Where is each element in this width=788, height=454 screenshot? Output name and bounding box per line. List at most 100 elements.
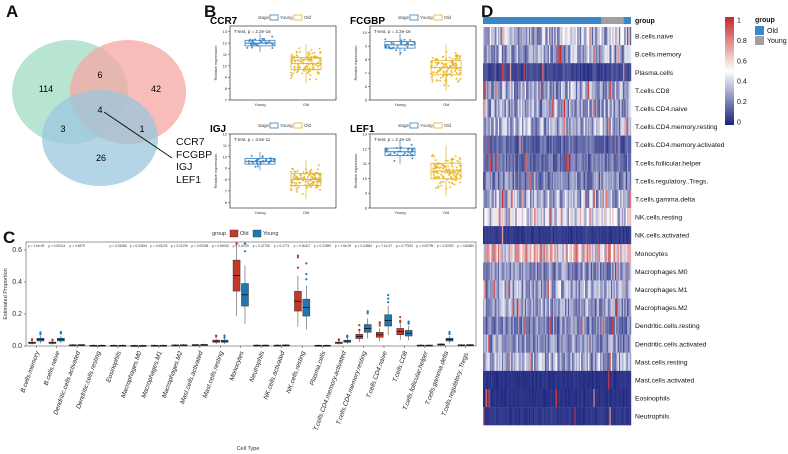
heatmap-cell [509, 407, 512, 426]
heatmap-cell [589, 45, 591, 64]
heatmap-cell [539, 334, 542, 353]
heatmap-cell [520, 208, 523, 227]
heatmap-cell [618, 407, 621, 426]
heatmap-cell [608, 135, 610, 154]
heatmap-cell [550, 244, 552, 263]
heatmap-cell [600, 389, 602, 408]
heatmap-cell [605, 352, 607, 371]
heatmap-cell [613, 244, 616, 263]
heatmap-cell [522, 370, 524, 390]
heatmap-cell [561, 208, 563, 227]
heatmap-cell [523, 99, 525, 118]
heatmap-cell [589, 27, 591, 46]
heatmap-cell [563, 407, 566, 426]
heatmap-cell [597, 244, 599, 263]
heatmap-cell [484, 27, 486, 46]
heatmap-cell [573, 117, 575, 136]
heatmap-cell [591, 280, 594, 299]
heatmap-cell [546, 316, 548, 335]
heatmap-cell [501, 244, 504, 263]
heatmap-cell [618, 117, 621, 136]
heatmap-cell [581, 352, 583, 371]
heatmap-cell [530, 208, 532, 227]
heatmap-cell [608, 208, 610, 227]
heatmap-cell [605, 316, 607, 335]
heatmap-cell [581, 298, 583, 317]
heatmap-cell [491, 63, 493, 82]
heatmap-cell [578, 407, 581, 426]
heatmap-cell [606, 135, 609, 154]
row-label: T.cells.gamma.delta [635, 196, 695, 203]
heatmap-cell [532, 298, 535, 317]
heatmap-cell [558, 370, 560, 390]
heatmap-cell [577, 244, 579, 263]
heatmap-cell [504, 81, 507, 100]
heatmap-cell [573, 153, 575, 172]
sample-point [438, 167, 441, 170]
heatmap-cell [567, 244, 570, 263]
heatmap-cell [616, 389, 618, 408]
heatmap-cell [597, 99, 599, 118]
heatmap-cell [602, 407, 605, 426]
sample-point [450, 158, 453, 161]
heatmap-cell [487, 171, 489, 190]
heatmap-cell [581, 81, 583, 100]
heatmap-cell [513, 81, 516, 100]
heatmap-cell [520, 171, 523, 190]
heatmap-cell [493, 27, 496, 46]
heatmap-cell [606, 117, 609, 136]
group-label: group [635, 18, 655, 25]
heatmap-cell [606, 280, 609, 299]
sample-point [255, 161, 258, 164]
heatmap-cell [526, 226, 528, 245]
heatmap-cell [613, 407, 616, 426]
heatmap-cell [626, 99, 629, 118]
heatmap-cell [535, 81, 538, 100]
heatmap-cell [614, 298, 617, 317]
sample-point [295, 182, 298, 185]
y-tick-label: 10 [363, 176, 368, 181]
heatmap-cell [570, 135, 572, 154]
heatmap-cell [598, 153, 601, 172]
heatmap-cell [591, 370, 594, 390]
heatmap-cell [624, 226, 626, 245]
heatmap-cell [565, 99, 567, 118]
sample-point [296, 55, 299, 58]
heatmap-cell [555, 63, 558, 82]
heatmap-cell [493, 352, 496, 371]
heatmap-cell [565, 27, 567, 46]
heatmap-cell [496, 208, 498, 227]
heatmap-cell [548, 135, 551, 154]
heatmap-cell [593, 298, 595, 317]
heatmap-cell [561, 298, 563, 317]
pvalue-label: p = 0.09268 [191, 244, 208, 248]
heatmap-cell [540, 208, 543, 227]
heatmap-cell [625, 171, 628, 190]
heatmap-cell [491, 27, 493, 46]
heatmap-cell [516, 117, 519, 136]
heatmap-cell [523, 171, 525, 190]
heatmap-cell [483, 280, 485, 299]
heatmap-cell [496, 27, 498, 46]
heatmap-cell [569, 189, 571, 209]
heatmap-cell [586, 298, 589, 317]
heatmap-cell [566, 244, 568, 263]
heatmap-cell [534, 171, 536, 190]
heatmap-cell [517, 135, 520, 154]
heatmap-cell [585, 45, 587, 64]
heatmap-cell [583, 208, 586, 227]
heatmap-cell [512, 63, 515, 82]
heatmap-cell [577, 407, 579, 426]
heatmap-cell [598, 370, 601, 390]
sample-point [399, 150, 402, 153]
sample-point [384, 38, 387, 41]
heatmap-cell [544, 45, 547, 64]
heatmap-cell [517, 262, 520, 281]
sample-point [306, 178, 309, 181]
heatmap-cell [620, 334, 622, 353]
heatmap-cell [532, 226, 535, 245]
sample-point [310, 58, 313, 61]
heatmap-cell [527, 99, 529, 118]
heatmap-cell [571, 208, 574, 227]
sample-point [303, 175, 306, 178]
